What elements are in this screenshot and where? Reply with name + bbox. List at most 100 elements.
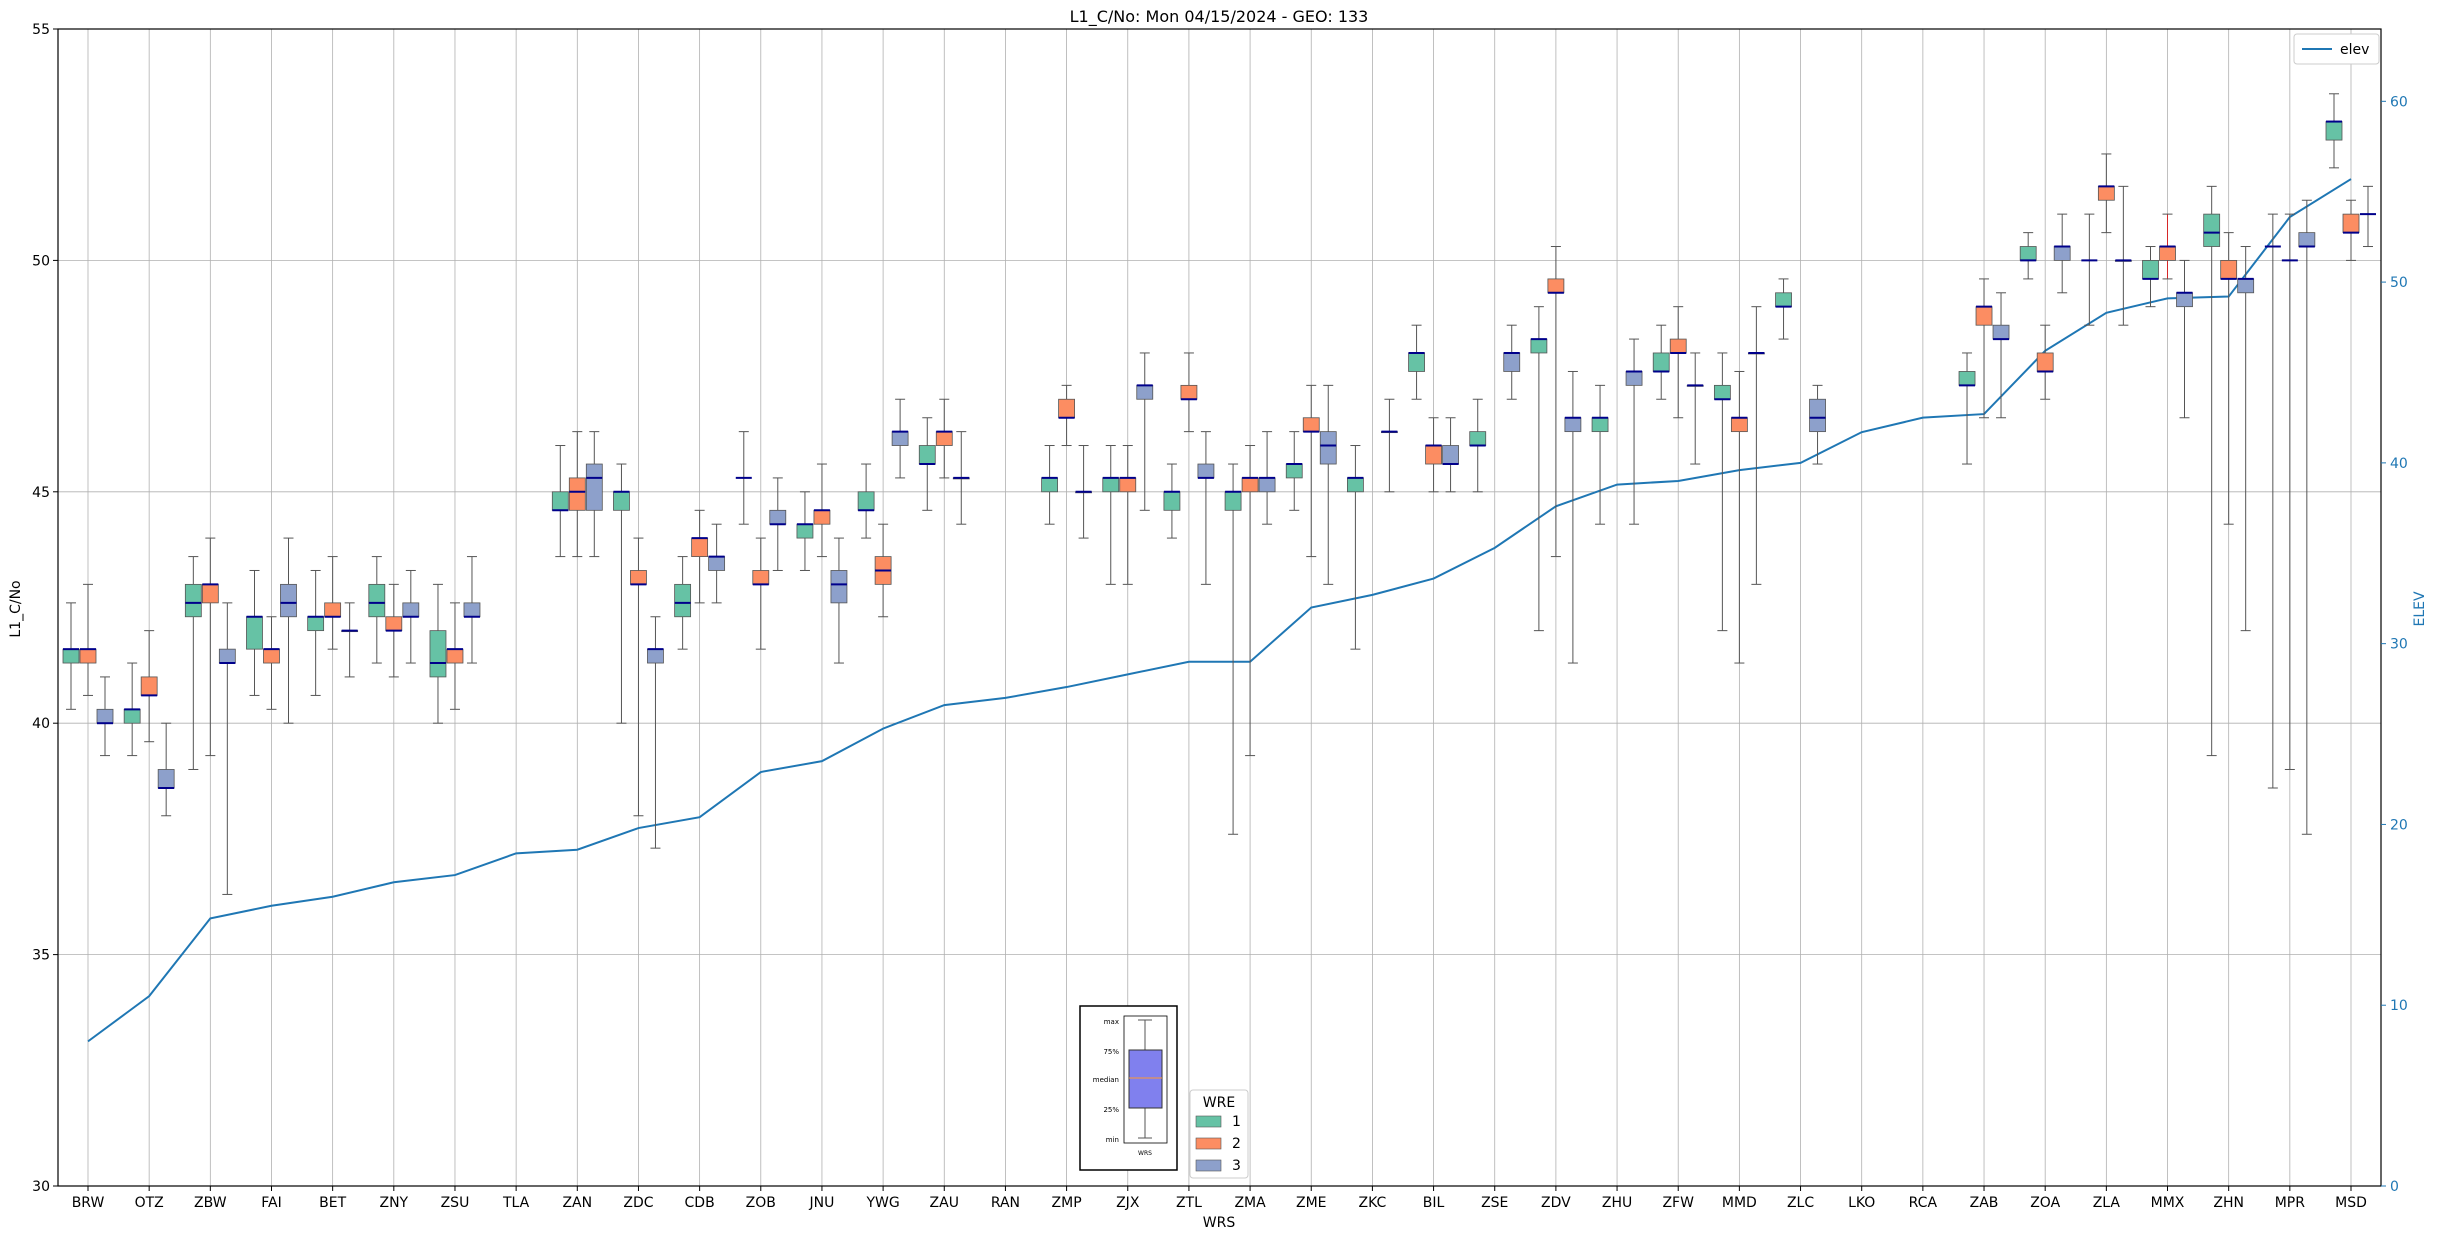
box-iqr [280,583,297,618]
box-iqr [830,570,848,604]
box-wre1-ZTL [1163,463,1181,539]
box-wre1-ZMP [1041,445,1058,525]
y-right-tick-label: 20 [2390,817,2408,833]
elev-legend: elev [2293,33,2380,65]
box-wre2-MSD [2342,199,2360,261]
y-axis-label: L1_C/No [8,580,24,637]
box-wre1-OTZ [123,662,141,757]
boxplot-key-label-25: 25% [1103,1106,1119,1114]
box-wre2-ZSU [446,602,464,710]
wre-legend-title: WRE [1203,1095,1235,1111]
box-iqr [2298,232,2316,247]
box-wre3-ZME [1319,384,1337,585]
box-iqr [1224,491,1242,511]
box-iqr [796,523,814,539]
elev-line [87,178,2352,1043]
wre-legend-swatch-2 [1195,1137,1222,1150]
box-wre1-ZAU [918,417,936,511]
box-wre2-ZJX [1119,445,1137,585]
box-iqr [2325,121,2343,141]
box-iqr [2053,246,2071,261]
box-iqr [752,570,770,585]
box-iqr [263,648,280,664]
box-wre2-ZDV [1547,246,1565,558]
box-iqr [1503,352,1521,372]
box-iqr [62,648,80,664]
box-iqr [218,648,236,664]
box-wre3-ZAN [585,431,603,558]
box-iqr [385,616,403,632]
y-right-tick-label: 0 [2390,1179,2399,1195]
x-tick-label: ZKC [1359,1195,1387,1211]
box-wre3-ZBW [218,602,236,895]
x-tick-label: ZNY [379,1195,408,1211]
box-wre2-ZBW [201,537,219,757]
x-tick-label: ZLA [2093,1195,2121,1211]
box-iqr [2176,292,2193,308]
boxes-layer [62,93,2376,895]
box-iqr [307,616,325,632]
boxplot-key-xlabel: WRS [1138,1150,1152,1157]
boxplot-key-label-min: min [1106,1136,1119,1144]
box-iqr [1163,491,1181,511]
box-wre3-YWG [891,398,909,479]
box-wre1-BIL [1408,324,1425,400]
x-tick-label: ZSU [441,1195,470,1211]
box-wre3-ZDC [647,616,664,849]
box-iqr [1041,477,1058,493]
box-wre2-ZOA [2036,324,2054,400]
box-iqr [568,477,586,511]
x-tick-label: RCA [1909,1195,1938,1211]
box-iqr [79,648,97,664]
box-iqr [2342,213,2360,234]
box-iqr [1564,417,1582,433]
box-wre3-BET [341,602,359,678]
box-iqr [647,648,664,664]
box-iqr [2203,213,2221,247]
boxplot-key-inset: max 75% median 25% min WRS [1079,1005,1178,1171]
elev-line-layer [87,178,2352,1043]
x-tick-label: MSD [2335,1195,2367,1211]
x-tick-label: BET [319,1195,346,1211]
box-wre3-ZFW [1686,352,1704,465]
box-iqr [1625,371,1643,386]
box-iqr [1119,477,1137,493]
box-iqr [402,602,420,618]
box-wre3-JNU [830,537,848,664]
box-wre2-FAI [263,616,280,710]
box-wre2-ZMP [1058,384,1075,447]
box-wre2-CDB [691,509,709,604]
box-wre1-ZFW [1652,324,1670,400]
box-iqr [551,491,569,511]
box-wre1-BET [307,569,325,696]
box-iqr [1669,338,1687,354]
x-tick-label: ZLC [1787,1195,1814,1211]
box-iqr [1775,292,1792,308]
box-wre3-ZHU [1625,338,1643,525]
box-wre1-ZNY [368,556,386,664]
box-wre3-ZOB [769,477,787,571]
box-wre2-JNU [813,463,831,558]
y-tick-label: 55 [32,22,50,38]
box-iqr [1992,324,2010,340]
x-tick-label: ZOB [746,1195,776,1211]
box-wre2-MMX [2159,213,2176,280]
y-right-tick-label: 50 [2390,275,2408,291]
box-wre3-ZMP [1075,445,1092,539]
box-wre1-ZDC [613,463,630,724]
box-wre3-ZJX [1136,352,1154,511]
box-iqr [446,648,464,664]
x-tick-label: MMX [2151,1195,2185,1211]
x-tick-label: ZDV [1541,1195,1571,1211]
box-wre1-MMD [1713,352,1731,632]
box-iqr [368,583,386,618]
wre-legend-label-3: 3 [1232,1158,1241,1174]
box-iqr [463,602,481,618]
box-iqr [1442,445,1459,465]
boxplot-key-box [1128,1049,1163,1109]
box-wre2-ZMA [1241,445,1259,757]
box-wre2-ZAU [935,398,953,479]
y-right-tick-label: 60 [2390,94,2408,110]
box-iqr [2019,246,2037,261]
